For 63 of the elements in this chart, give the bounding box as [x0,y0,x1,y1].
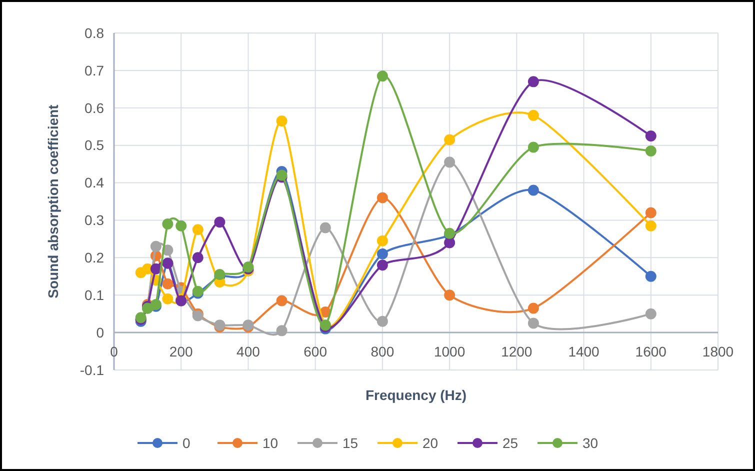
point [645,270,656,282]
point [276,325,288,336]
point [528,110,539,121]
x-tick-label: 800 [370,344,394,360]
point [528,76,539,88]
x-tick-label: 1800 [702,344,734,360]
legend-label: 20 [422,434,438,451]
point [320,222,331,234]
point [444,156,456,168]
legend-label: 10 [262,434,278,451]
legend-label: 0 [182,434,190,451]
point [528,142,539,153]
point [645,308,656,320]
x-tick-label: 200 [169,344,194,360]
x-tick-label: 400 [236,344,260,360]
y-tick-label: 0.4 [84,174,104,191]
point [444,134,456,146]
point [645,145,656,156]
point [645,130,656,142]
y-axis-title: Sound absorption coefficient [45,104,61,298]
point [444,237,456,248]
legend-label: 15 [342,434,358,451]
y-tick-label: 0.8 [84,24,104,41]
y-tick-label: 0 [96,324,104,340]
point [376,235,388,246]
point [376,70,388,82]
legend-label: 30 [582,434,598,451]
x-axis-title: Frequency (Hz) [365,387,467,403]
point [192,224,204,236]
point [150,263,162,274]
point [444,290,456,301]
point [645,207,656,218]
point [162,218,174,230]
point [376,248,388,260]
point [645,220,656,232]
point [162,278,174,290]
point [176,220,187,232]
y-tick-label: 0.3 [84,212,104,228]
y-tick-label: 0.6 [84,100,104,116]
y-tick-label: 0.2 [84,250,104,266]
x-tick-label: 600 [304,344,328,360]
x-tick-label: 0 [110,344,118,360]
point [528,302,539,314]
point [162,293,174,304]
point [276,115,288,126]
point [376,316,388,327]
point [376,192,388,204]
point [276,295,288,306]
x-tick-label: 1600 [635,344,667,360]
x-tick-label: 1200 [501,344,532,360]
y-tick-label: 0.7 [84,62,104,78]
legend-label: 25 [502,434,518,451]
y-tick-label: 0.1 [84,287,104,304]
point [376,260,388,271]
point [214,216,226,228]
point [528,318,539,329]
x-tick-label: 1000 [434,344,466,360]
y-tick-label: -0.1 [80,362,104,378]
point [192,252,204,264]
y-tick-label: 0.5 [84,137,104,154]
x-tick-label: 1400 [568,344,600,360]
point [150,240,162,252]
point [528,184,539,196]
